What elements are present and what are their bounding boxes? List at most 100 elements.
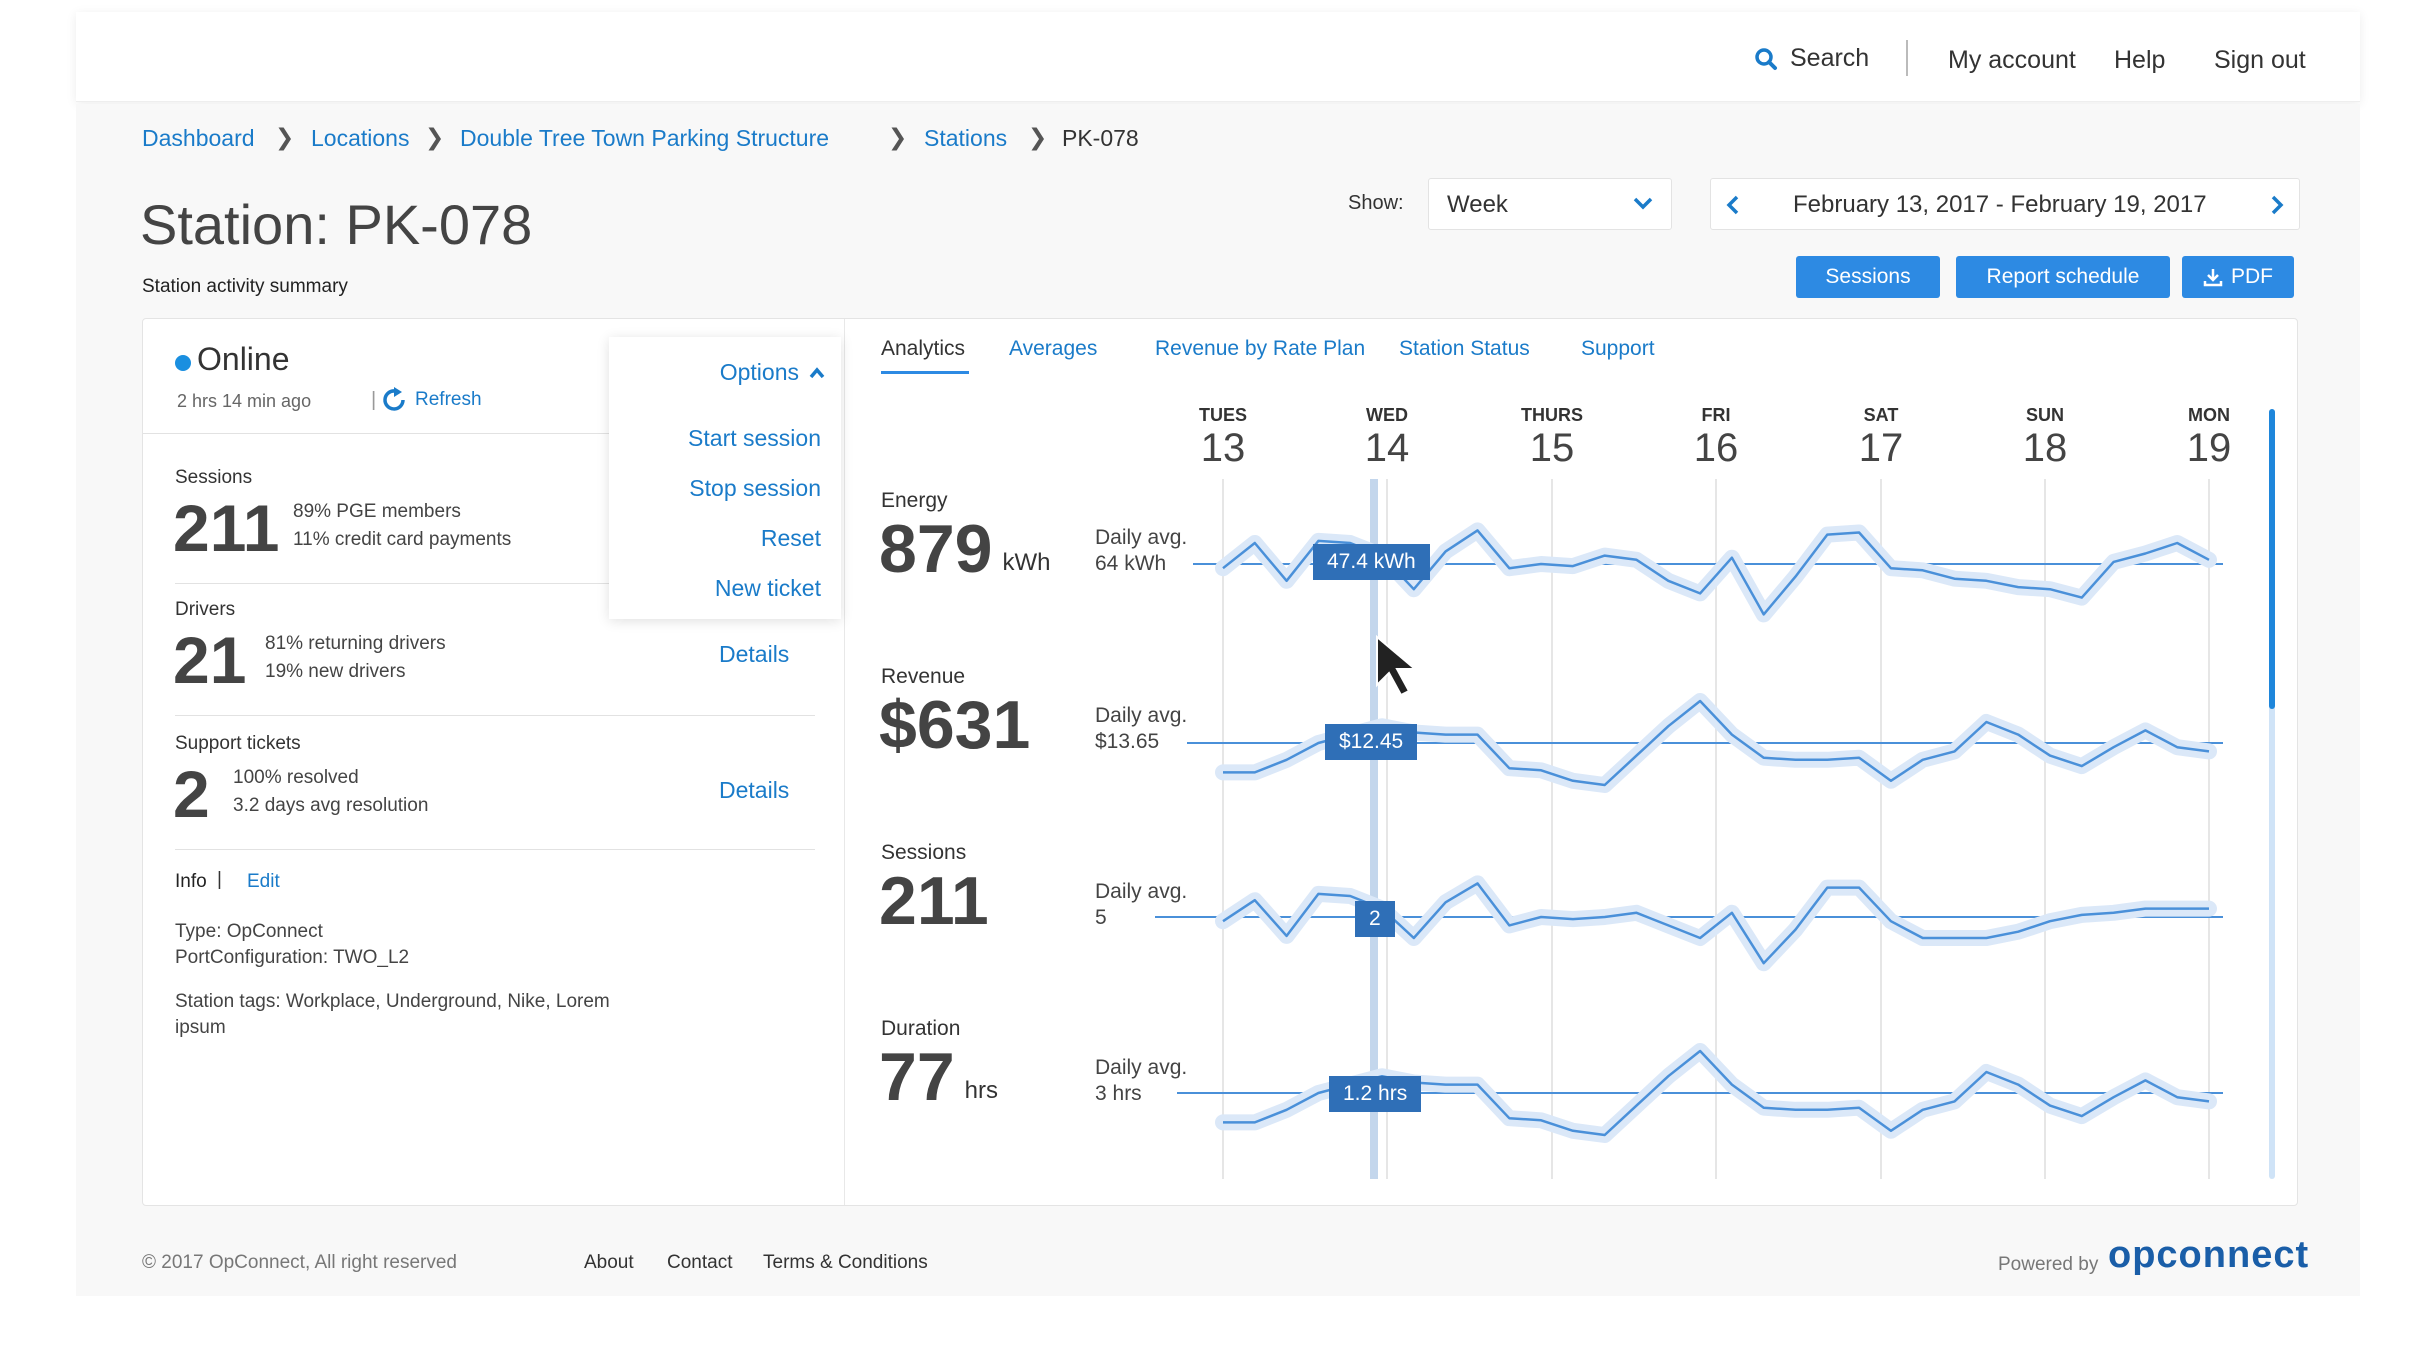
breadcrumb-dashboard[interactable]: Dashboard <box>142 125 255 151</box>
my-account-link[interactable]: My account <box>1948 46 2076 74</box>
tab-revenue-by-rate-plan[interactable]: Revenue by Rate Plan <box>1155 337 1366 360</box>
info-port-config: PortConfiguration: TWO_L2 <box>175 947 410 968</box>
daily-avg-label: Daily avg. <box>1095 526 1188 549</box>
day-name: WED <box>1366 405 1408 425</box>
divider <box>175 849 815 850</box>
mouse-cursor-icon <box>1376 635 1418 697</box>
value-tooltip: 2 <box>1355 901 1395 937</box>
day-label: TUES 13 <box>1163 405 1283 470</box>
breadcrumb-location-name[interactable]: Double Tree Town Parking Structure <box>460 125 830 151</box>
chevron-down-icon <box>1633 197 1653 210</box>
chevron-left-icon[interactable] <box>1725 195 1741 215</box>
day-name: FRI <box>1701 405 1731 425</box>
metric-value: $631 <box>879 687 1031 763</box>
sessions-button[interactable]: Sessions <box>1796 256 1940 298</box>
value-tooltip: 47.4 kWh <box>1313 544 1430 580</box>
page-title: Station: PK-078 <box>140 193 533 256</box>
info-tags-cont: ipsum <box>175 1017 226 1038</box>
scrollbar-track[interactable] <box>2269 409 2275 1179</box>
search-link[interactable]: Search <box>1754 44 1869 73</box>
day-number: 14 <box>1364 426 1410 470</box>
scrollbar-thumb[interactable] <box>2269 409 2275 709</box>
metric-title: Sessions <box>881 841 967 864</box>
footer-link-about[interactable]: About <box>584 1252 634 1273</box>
menu-item-stop-session[interactable]: Stop session <box>689 475 821 501</box>
drivers-details-link[interactable]: Details <box>719 641 790 667</box>
drivers-value: 21 <box>173 623 247 697</box>
chevron-right-icon: ❯ <box>888 124 908 150</box>
day-number: 19 <box>2186 426 2232 470</box>
breadcrumb-locations[interactable]: Locations <box>311 125 410 151</box>
daily-avg: Daily avg. 64 kWh <box>1095 525 1187 578</box>
report-schedule-button-label: Report schedule <box>1986 265 2140 288</box>
day-name: TUES <box>1198 405 1247 425</box>
sessions-value: 211 <box>173 491 280 565</box>
tickets-details-link[interactable]: Details <box>719 777 790 803</box>
menu-item-reset[interactable]: Reset <box>760 525 821 551</box>
metric-title: Duration <box>881 1017 961 1040</box>
metric-unit: hrs <box>964 1077 998 1104</box>
options-toggle[interactable]: Options <box>720 359 825 386</box>
info-edit-link[interactable]: Edit <box>247 871 280 892</box>
day-name: SUN <box>2025 405 2064 425</box>
daily-avg: Daily avg. 5 <box>1095 879 1187 932</box>
footer-link-contact[interactable]: Contact <box>667 1252 733 1273</box>
day-label: WED 14 <box>1327 405 1447 470</box>
metric-value-group: 211 <box>879 867 989 935</box>
day-label: MON 19 <box>2149 405 2269 470</box>
sessions-stat-1: 89% PGE members <box>293 501 461 522</box>
options-label: Options <box>719 359 799 385</box>
tickets-value: 2 <box>173 757 210 831</box>
station-card: Online 2 hrs 14 min ago | Refresh Sessio… <box>142 318 2298 1206</box>
breadcrumb-current: PK-078 <box>1062 125 1139 151</box>
opconnect-logo: opconnect <box>2108 1234 2310 1276</box>
refresh-button[interactable]: Refresh <box>381 387 482 413</box>
last-updated: 2 hrs 14 min ago <box>177 391 312 411</box>
divider <box>175 583 609 584</box>
day-label: THURS 15 <box>1492 405 1612 470</box>
tab-support[interactable]: Support <box>1581 337 1655 360</box>
info-type: Type: OpConnect <box>175 921 323 942</box>
drivers-stat-1: 81% returning drivers <box>265 633 446 654</box>
top-bar: Search My account Help Sign out <box>76 12 2360 102</box>
metric-value: 211 <box>879 863 989 939</box>
status-label: Online <box>197 341 290 377</box>
pdf-button-label: PDF <box>2231 265 2273 288</box>
day-number: 13 <box>1200 426 1246 470</box>
sign-out-link[interactable]: Sign out <box>2214 46 2306 74</box>
pdf-button[interactable]: PDF <box>2182 256 2294 298</box>
tickets-label: Support tickets <box>175 733 301 754</box>
tab-analytics[interactable]: Analytics <box>881 337 966 360</box>
status-dot <box>175 355 191 371</box>
download-icon <box>2203 269 2223 287</box>
menu-item-start-session[interactable]: Start session <box>688 425 821 451</box>
period-selected-value: Week <box>1447 191 1508 218</box>
tickets-stat-2: 3.2 days avg resolution <box>233 795 429 816</box>
tab-averages[interactable]: Averages <box>1009 337 1098 360</box>
breadcrumb-stations[interactable]: Stations <box>924 125 1008 151</box>
tab-station-status[interactable]: Station Status <box>1399 337 1530 360</box>
period-select[interactable]: Week <box>1428 178 1672 230</box>
daily-avg-label: Daily avg. <box>1095 704 1188 727</box>
daily-avg-label: Daily avg. <box>1095 880 1188 903</box>
divider <box>143 433 609 434</box>
footer-link-terms[interactable]: Terms & Conditions <box>763 1252 928 1273</box>
page-subtitle: Station activity summary <box>142 276 348 297</box>
help-link[interactable]: Help <box>2114 46 2166 74</box>
daily-avg-value: 3 hrs <box>1095 1082 1142 1106</box>
day-number: 17 <box>1858 426 1904 470</box>
chevron-right-icon[interactable] <box>2269 195 2285 215</box>
show-label: Show: <box>1348 192 1404 214</box>
daily-avg: Daily avg. $13.65 <box>1095 703 1187 756</box>
date-range-picker: February 13, 2017 - February 19, 2017 <box>1710 178 2300 230</box>
info-tags: Station tags: Workplace, Underground, Ni… <box>175 991 610 1012</box>
chevron-right-icon: ❯ <box>425 124 445 150</box>
menu-item-new-ticket[interactable]: New ticket <box>714 575 821 601</box>
metric-value: 879 <box>879 511 993 587</box>
metric-title: Revenue <box>881 665 966 688</box>
active-tab-indicator <box>881 371 969 374</box>
report-schedule-button[interactable]: Report schedule <box>1956 256 2170 298</box>
day-label: SAT 17 <box>1821 405 1941 470</box>
day-number: 18 <box>2022 426 2068 470</box>
metric-value-group: $631 <box>879 691 1030 759</box>
